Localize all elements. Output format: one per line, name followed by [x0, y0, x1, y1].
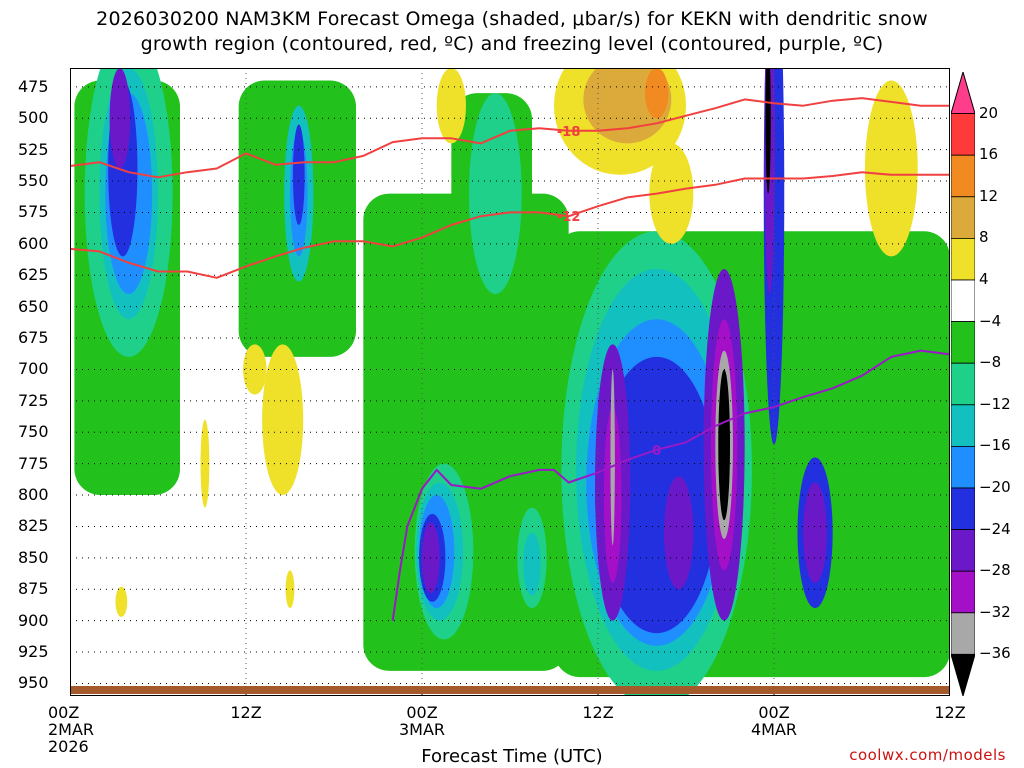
x-tick-time: 12Z: [230, 703, 262, 722]
x-tick-time: 12Z: [582, 703, 614, 722]
omega-region-12: [285, 570, 295, 609]
contour-label-1: -12: [557, 210, 581, 225]
y-tick-label-875: 875: [18, 579, 49, 599]
y-tick-label-825: 825: [18, 516, 49, 536]
x-tick-time: 00Z: [406, 703, 438, 722]
x-tick-date: 2MAR: [48, 720, 95, 739]
omega-region-38: [765, 68, 771, 194]
x-axis-title: Forecast Time (UTC): [421, 746, 603, 767]
contour-line-1: [70, 171, 950, 279]
y-tick-label-600: 600: [18, 233, 49, 253]
y-tick-label-550: 550: [18, 171, 49, 191]
colorbar-cell-6: [951, 321, 975, 364]
colorbar-label-9: −20: [979, 478, 1011, 496]
y-tick-label-775: 775: [18, 453, 49, 473]
x-tick-label-1: 12Z: [216, 704, 276, 721]
colorbar-label-10: −24: [979, 519, 1011, 538]
colorbar-cell-7: [951, 362, 975, 406]
colorbar-label-12: −32: [979, 602, 1011, 621]
x-tick-time: 12Z: [934, 703, 966, 722]
colorbar-cell-0: [951, 72, 975, 115]
x-tick-label-5: 12Z: [920, 704, 980, 721]
omega-region-8: [262, 344, 304, 496]
y-tick-label-800: 800: [18, 485, 49, 505]
omega-region-33: [664, 476, 694, 590]
omega-region-20: [523, 532, 541, 596]
omega-region-32: [718, 369, 731, 521]
omega-region-28: [610, 369, 615, 546]
x-tick-label-3: 12Z: [568, 704, 628, 721]
colorbar-cell-10: [951, 487, 975, 530]
colorbar-label-4: 4: [979, 270, 989, 288]
omega-region-10: [200, 419, 210, 508]
colorbar-cell-4: [951, 237, 975, 281]
y-tick-label-650: 650: [18, 296, 49, 316]
omega-region-4: [109, 68, 131, 169]
colorbar-cell-2: [951, 154, 975, 198]
contour-label-2: 0: [652, 444, 661, 459]
contour-lines: -18 -12 0: [70, 97, 950, 621]
source-credit: coolwx.com/models: [849, 746, 1006, 764]
colorbar-label-7: −12: [979, 394, 1011, 413]
omega-region-7: [292, 124, 305, 225]
y-tick-label-725: 725: [18, 390, 49, 410]
x-tick-label-4: 00Z 4MAR: [744, 704, 804, 738]
omega-region-44: [864, 80, 918, 257]
y-tick-label-575: 575: [18, 202, 49, 222]
y-tick-label-625: 625: [18, 265, 49, 285]
y-tick-label-700: 700: [18, 359, 49, 379]
colorbar-cell-3: [951, 196, 975, 239]
y-tick-label-750: 750: [18, 422, 49, 442]
y-tick-label-925: 925: [18, 642, 49, 662]
y-tick-label-900: 900: [18, 610, 49, 630]
omega-region-41: [644, 68, 669, 119]
colorbar-cell-11: [951, 529, 975, 572]
colorbar-label-6: −8: [979, 353, 1002, 372]
x-tick-time: 00Z: [48, 703, 80, 722]
x-tick-label-0: 00Z 2MAR 2026: [48, 704, 94, 755]
colorbar-cell-8: [951, 404, 975, 447]
x-tick-label-2: 00Z 3MAR: [392, 704, 452, 738]
x-tick-date: 4MAR: [750, 720, 798, 739]
x-tick-date: 3MAR: [398, 720, 446, 739]
colorbar-cell-14: [951, 653, 975, 696]
chart-title-line-1: 2026030200 NAM3KM Forecast Omega (shaded…: [96, 8, 928, 30]
contour-label-0: -18: [557, 125, 581, 140]
omega-shading: [74, 68, 950, 696]
x-tick-time: 00Z: [758, 703, 790, 722]
omega-region-42: [649, 143, 694, 244]
chart-title-line-2: growth region (contoured, red, ºC) and f…: [140, 33, 884, 55]
x-tick-year: 2026: [48, 737, 89, 756]
y-tick-label-525: 525: [18, 139, 49, 159]
omega-region-21: [468, 93, 522, 295]
colorbar-label-1: 16: [979, 145, 999, 164]
colorbar-cell-1: [951, 113, 975, 156]
colorbar-label-11: −28: [979, 561, 1011, 580]
y-tick-label-475: 475: [18, 76, 49, 96]
omega-region-43: [436, 68, 467, 144]
y-tick-label-850: 850: [18, 547, 49, 567]
y-tick-label-500: 500: [18, 108, 49, 128]
omega-region-11: [115, 586, 128, 617]
colorbar-label-3: 8: [979, 228, 989, 247]
colorbar-label-5: −4: [979, 311, 1002, 330]
colorbar-label-2: 12: [979, 186, 999, 205]
contour-line-0: [70, 97, 950, 179]
colorbar-label-13: −36: [979, 644, 1011, 663]
colorbar-label-0: 20: [979, 103, 999, 122]
colorbar-cell-5: [951, 279, 975, 322]
plot-area: -18 -12 0: [70, 68, 950, 696]
y-tick-label-675: 675: [18, 328, 49, 348]
ground-surface-band: [70, 686, 950, 694]
colorbar-label-8: −16: [979, 436, 1011, 455]
y-tick-label-950: 950: [18, 673, 49, 693]
colorbar-cell-9: [951, 445, 975, 489]
colorbar-cell-12: [951, 570, 975, 614]
contour-line-2: [391, 349, 950, 621]
omega-region-9: [243, 344, 267, 395]
plot-frame: [70, 68, 950, 696]
omega-region-35: [803, 482, 827, 583]
colorbar: [951, 72, 975, 696]
colorbar-cell-13: [951, 612, 975, 655]
